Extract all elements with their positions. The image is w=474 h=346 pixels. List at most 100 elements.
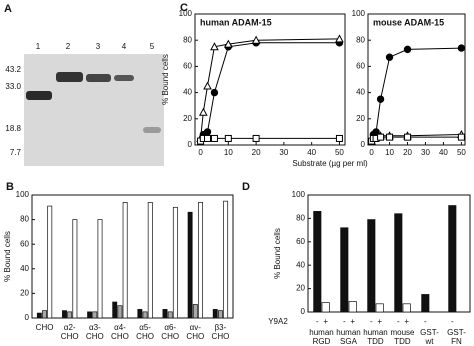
legend-label: + [323, 317, 328, 326]
bar [448, 205, 457, 313]
bar [137, 309, 143, 319]
marker-label: 43.2 [5, 65, 21, 74]
panel-label: B [6, 181, 14, 193]
x-tick-label: CHO [212, 332, 230, 341]
marker-label: 33.0 [5, 82, 21, 91]
y-tick-label: 0 [188, 140, 193, 149]
marker [198, 107, 208, 116]
bar [172, 206, 178, 319]
bar [47, 205, 53, 319]
y-tick-label: 0 [301, 307, 306, 316]
x-tick-label: GST- [420, 328, 439, 337]
plot-frame [194, 13, 346, 146]
y-axis-label: % Bound cells [273, 228, 282, 279]
y-tick-label: 0 [25, 313, 30, 322]
legend-label: + [404, 317, 409, 326]
x-tick-label: CHO [136, 332, 154, 341]
x-axis-label: Substrate (µg per ml) [292, 159, 368, 168]
bar [142, 311, 148, 319]
x-tick-label: human [309, 328, 333, 337]
x-tick-label: human [336, 328, 360, 337]
x-tick-label: SGA [340, 337, 358, 346]
marker [404, 133, 412, 141]
x-tick-label: α3- [89, 323, 101, 332]
marker [251, 35, 261, 44]
x-tick-label: 50 [335, 148, 344, 157]
x-tick-label: human [363, 328, 387, 337]
chart-title: mouse ADAM-15 [373, 17, 444, 27]
y-tick-label: 0 [361, 140, 366, 149]
x-tick-label: RGD [313, 337, 331, 346]
marker [210, 134, 218, 142]
bar [340, 227, 349, 313]
marker [204, 134, 211, 142]
marker [203, 128, 212, 136]
legend-label: - [316, 317, 319, 326]
series-line [371, 47, 462, 142]
y-tick-label: 20 [183, 114, 192, 123]
marker [386, 133, 394, 141]
y-axis-label: % Bound cells [161, 54, 170, 105]
bar [223, 200, 229, 319]
plot-frame [307, 194, 471, 313]
x-tick-label: 40 [439, 148, 448, 157]
band [114, 75, 134, 81]
x-tick-label: CHO [86, 332, 104, 341]
bar [212, 309, 218, 319]
x-tick-label: 40 [307, 148, 316, 157]
marker [210, 88, 219, 97]
panel-a: A 1 2 3 4 5 43.2 33.0 18.8 7.7 [4, 3, 164, 166]
y-tick-label: 80 [296, 214, 305, 223]
legend-label: - [343, 317, 346, 326]
y-tick-label: 80 [183, 35, 192, 44]
marker [224, 134, 232, 142]
chart-title: human ADAM-15 [200, 17, 272, 27]
series-line [371, 134, 462, 142]
plot-frame [367, 13, 466, 146]
marker [385, 53, 394, 61]
bar [167, 311, 173, 319]
bar [42, 310, 48, 319]
y-tick-label: 40 [20, 264, 29, 273]
x-tick-label: CHO [111, 332, 129, 341]
series-line [200, 38, 340, 139]
band [26, 91, 52, 100]
x-tick-label: CHO [61, 332, 79, 341]
bar [402, 303, 411, 313]
y-tick-label: 100 [292, 190, 306, 199]
marker [252, 134, 260, 142]
bar [321, 302, 330, 313]
x-tick-label: 0 [369, 148, 374, 157]
marker [335, 134, 343, 142]
marker [457, 44, 466, 52]
y-tick-label: 60 [296, 237, 305, 246]
bar [375, 303, 384, 313]
x-tick-label: 20 [252, 148, 261, 157]
bar [162, 309, 168, 319]
gel [24, 54, 164, 166]
panel-label: A [4, 3, 12, 15]
marker [223, 39, 233, 48]
x-tick-label: TDD [367, 337, 384, 346]
bar [62, 310, 67, 319]
x-tick-label: 30 [279, 148, 288, 157]
y-tick-label: 80 [20, 215, 29, 224]
bar [122, 202, 128, 319]
legend-label: - [424, 317, 427, 326]
lane-label: 3 [96, 42, 101, 51]
x-tick-label: β3- [215, 323, 227, 332]
x-tick-label: 50 [457, 148, 466, 157]
x-tick-label: α5- [139, 323, 151, 332]
bar [187, 211, 193, 319]
legend-label: - [451, 317, 454, 326]
bar [147, 202, 153, 319]
marker [335, 34, 344, 43]
series-line [200, 42, 340, 142]
x-tick-label: 0 [198, 148, 203, 157]
x-tick-label: 30 [421, 148, 430, 157]
y-tick-label: 20 [296, 284, 305, 293]
bar [97, 219, 103, 319]
marker [376, 95, 385, 103]
x-tick-label: GST- [447, 328, 466, 337]
